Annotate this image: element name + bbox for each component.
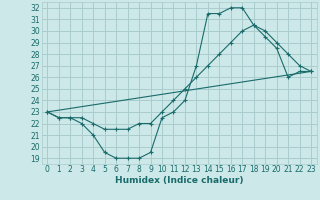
X-axis label: Humidex (Indice chaleur): Humidex (Indice chaleur)	[115, 176, 244, 185]
